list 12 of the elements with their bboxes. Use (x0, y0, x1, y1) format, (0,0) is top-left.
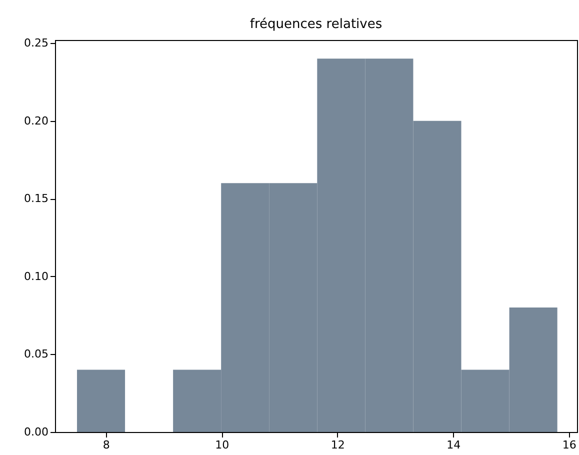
y-tick-label: 0.15 (24, 192, 48, 206)
x-tick-label: 16 (562, 438, 576, 452)
y-tick-label: 0.25 (24, 36, 48, 50)
x-tick-label: 12 (330, 438, 345, 452)
x-tick-label: 14 (446, 438, 461, 452)
x-tick-label: 10 (215, 438, 230, 452)
x-tick-label: 8 (102, 438, 110, 452)
chart-title: fréquences relatives (250, 17, 382, 32)
y-tick-label: 0.10 (24, 270, 48, 283)
y-tick-label: 0.00 (24, 426, 48, 438)
y-tick-label: 0.20 (24, 114, 48, 128)
y-tick-label: 0.05 (24, 348, 48, 361)
